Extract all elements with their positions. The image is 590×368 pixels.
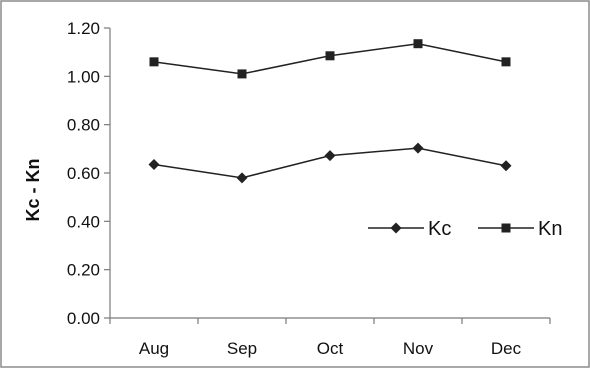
legend-marker-kn [501, 223, 511, 233]
data-point-kc [500, 160, 512, 172]
data-point-kn [237, 69, 247, 79]
x-axis-ticks: Aug Sep Oct Nov Dec [109, 318, 551, 358]
y-axis-ticks: 0.00 0.20 0.40 0.60 0.80 1.00 1.20 [67, 19, 110, 328]
y-tick-label: 0.40 [67, 212, 100, 231]
data-point-kc [236, 172, 248, 184]
data-point-kc [412, 142, 424, 154]
data-point-kc [324, 150, 336, 162]
y-axis-title: Kc - Kn [23, 159, 43, 222]
data-point-kn [413, 39, 423, 49]
x-tick-label: Nov [403, 339, 434, 358]
legend-label-kn: Kn [538, 218, 562, 240]
legend-item-kc: Kc [368, 218, 451, 240]
x-tick-label: Aug [139, 339, 169, 358]
y-tick-label: 0.60 [67, 164, 100, 183]
data-point-kn [501, 57, 511, 67]
series-group [148, 39, 512, 184]
data-point-kn [325, 51, 335, 61]
data-point-kc [148, 159, 160, 171]
legend: Kc Kn [368, 218, 562, 240]
x-tick-label: Sep [227, 339, 257, 358]
y-tick-label: 1.00 [67, 67, 100, 86]
y-tick-label: 0.80 [67, 116, 100, 135]
series-kc [148, 142, 512, 184]
legend-label-kc: Kc [428, 218, 451, 240]
y-tick-label: 0.20 [67, 261, 100, 280]
x-tick-label: Dec [491, 339, 522, 358]
legend-marker-kc [390, 222, 402, 234]
data-point-kn [149, 57, 159, 67]
y-tick-label: 1.20 [67, 19, 100, 38]
x-tick-label: Oct [317, 339, 344, 358]
legend-item-kn: Kn [478, 218, 562, 240]
series-kn [149, 39, 511, 79]
y-tick-label: 0.00 [67, 309, 100, 328]
